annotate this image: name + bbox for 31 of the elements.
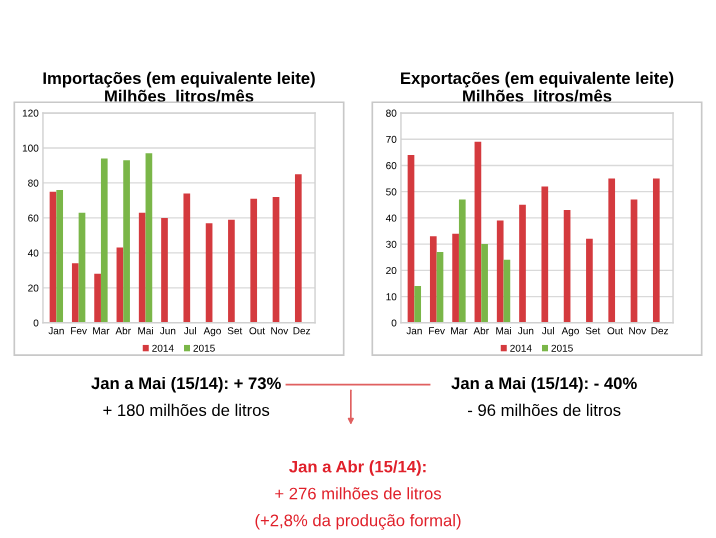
bar — [138, 212, 146, 323]
text: + 180 milhões de litros — [103, 403, 270, 417]
chart-title: Importações (em equivalente leite) Milhões litros/mês — [43, 71, 315, 103]
chart-title: Exportações (em equivalente leite) Milhões litros/mês — [401, 71, 674, 103]
bar — [228, 219, 235, 323]
bar — [414, 286, 422, 323]
text: + 276 milhões de litros — [275, 487, 442, 500]
bar — [452, 233, 459, 323]
bar — [250, 198, 258, 323]
text: Jan a Abr (15/14): — [289, 460, 426, 476]
bar — [100, 158, 108, 323]
bar — [429, 236, 437, 323]
bar — [458, 199, 466, 323]
bar — [496, 220, 504, 323]
bar — [481, 244, 488, 323]
bar — [56, 189, 64, 323]
bar — [608, 178, 616, 323]
bar — [294, 174, 302, 323]
bar — [94, 273, 101, 323]
bar — [123, 160, 130, 323]
bar — [161, 217, 168, 323]
bar — [541, 186, 549, 323]
text: Jan a Mai (15/14): + 73% — [91, 376, 281, 393]
bar — [652, 178, 660, 323]
bar — [71, 263, 79, 323]
text: - 96 milhões de litros — [468, 403, 621, 417]
bar — [183, 193, 191, 323]
text: Jan a Mai (15/14): - 40% — [451, 376, 637, 393]
bar — [586, 238, 593, 323]
bar — [519, 204, 526, 323]
text: (+2,8% da produção formal) — [255, 514, 461, 530]
